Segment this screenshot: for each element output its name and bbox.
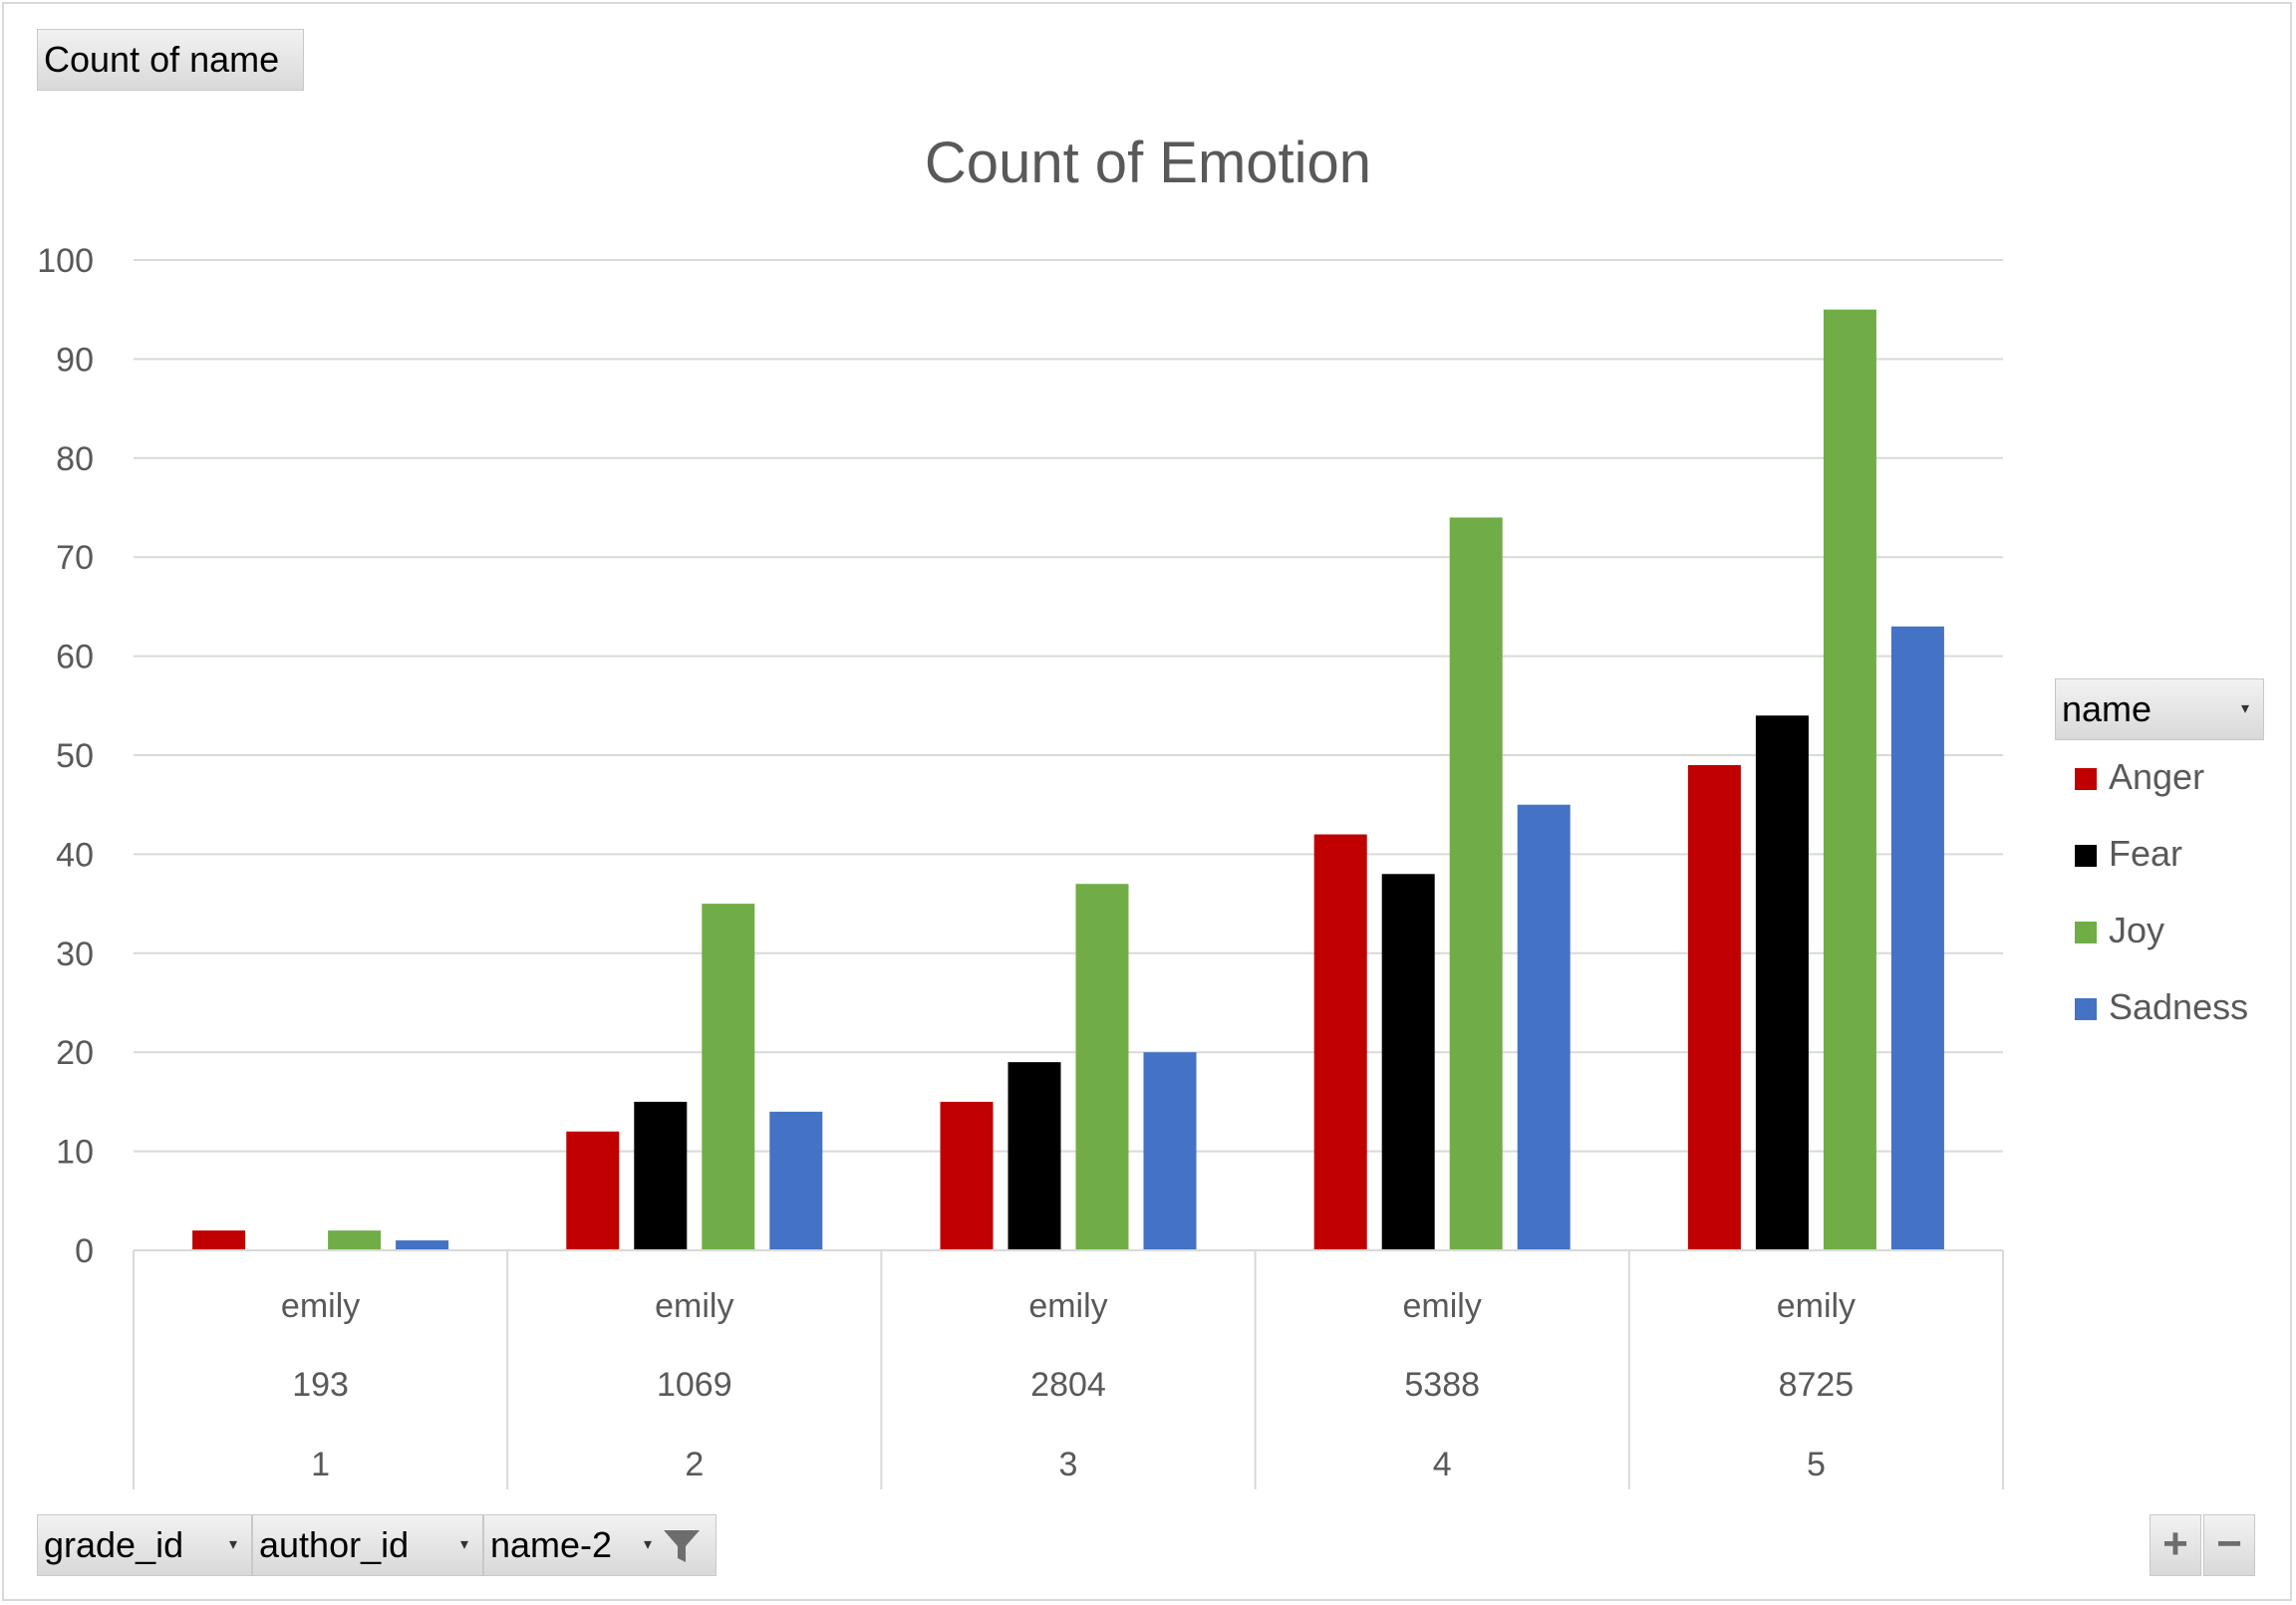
legend-label-joy: Joy (2109, 910, 2165, 950)
y-tick-label: 20 (56, 1034, 94, 1072)
y-tick-label: 0 (75, 1232, 94, 1270)
y-tick-label: 40 (56, 836, 94, 874)
name-2-field-button[interactable]: name-2 ▾ (483, 1514, 717, 1576)
legend-swatch-anger (2075, 768, 2097, 790)
category-author-id-label: 5388 (1404, 1366, 1480, 1404)
y-tick-label: 50 (56, 737, 94, 775)
bar-sadness (1143, 1052, 1197, 1250)
y-tick-label: 70 (56, 539, 94, 577)
legend-swatch-fear (2075, 845, 2097, 867)
category-name-label: emily (281, 1287, 360, 1325)
expand-field-button[interactable]: + (2150, 1514, 2201, 1576)
bar-fear (634, 1101, 688, 1250)
bar-anger (566, 1131, 620, 1250)
y-tick-label: 80 (56, 440, 94, 478)
dropdown-arrow-icon: ▾ (2240, 700, 2249, 717)
filter-icon (664, 1530, 700, 1562)
grade-id-field-label: grade_id (44, 1524, 184, 1565)
dropdown-arrow-icon: ▾ (228, 1536, 237, 1553)
category-grade-id-label: 5 (1807, 1446, 1826, 1483)
bar-sadness (1517, 804, 1571, 1250)
bar-joy (328, 1230, 382, 1250)
grade-id-field-button[interactable]: grade_id ▾ (37, 1514, 252, 1576)
category-author-id-label: 193 (292, 1366, 349, 1404)
category-grade-id-label: 2 (685, 1446, 704, 1483)
bar-fear (1381, 874, 1435, 1250)
legend-swatch-joy (2075, 922, 2097, 943)
legend-label-sadness: Sadness (2109, 986, 2249, 1027)
category-author-id-label: 1069 (657, 1366, 732, 1404)
bar-sadness (769, 1111, 823, 1250)
y-tick-label: 30 (56, 936, 94, 973)
category-name-label: emily (1777, 1287, 1856, 1325)
y-tick-label: 90 (56, 341, 94, 379)
y-tick-label: 60 (56, 639, 94, 676)
bar-fear (1755, 715, 1809, 1250)
category-name-label: emily (1403, 1287, 1482, 1325)
y-tick-label: 100 (37, 242, 94, 280)
legend-label-anger: Anger (2109, 756, 2205, 797)
chart-title: Count of Emotion (924, 131, 1372, 195)
bar-fear (1007, 1062, 1061, 1250)
legend-label-fear: Fear (2109, 833, 2183, 874)
report-filter-button[interactable]: Count of name (37, 29, 304, 91)
category-author-id-label: 2804 (1030, 1366, 1106, 1404)
legend-swatch-sadness (2075, 998, 2097, 1020)
category-author-id-label: 8725 (1779, 1366, 1855, 1404)
legend-field-label: name (2062, 688, 2152, 729)
category-name-label: emily (655, 1287, 733, 1325)
report-filter-label: Count of name (44, 39, 280, 80)
bar-anger (192, 1230, 246, 1250)
bar-anger (940, 1101, 994, 1250)
bar-sadness (396, 1240, 449, 1250)
category-grade-id-label: 1 (311, 1446, 330, 1483)
author-id-field-label: author_id (259, 1524, 410, 1565)
category-name-label: emily (1028, 1287, 1107, 1325)
bar-joy (1075, 884, 1129, 1250)
plus-icon: + (2162, 1519, 2188, 1568)
name-2-field-label: name-2 (490, 1524, 613, 1565)
author-id-field-button[interactable]: author_id ▾ (252, 1514, 483, 1576)
dropdown-arrow-icon: ▾ (459, 1536, 468, 1553)
bar-joy (702, 904, 755, 1250)
bar-anger (1313, 834, 1367, 1250)
bar-joy (1823, 309, 1876, 1250)
legend-field-button[interactable]: name ▾ (2055, 678, 2264, 740)
bar-anger (1687, 764, 1741, 1250)
y-tick-label: 10 (56, 1134, 94, 1172)
category-grade-id-label: 4 (1433, 1446, 1452, 1483)
category-grade-id-label: 3 (1059, 1446, 1078, 1483)
bar-sadness (1890, 626, 1944, 1250)
bar-joy (1449, 517, 1503, 1250)
minus-icon: − (2216, 1519, 2242, 1568)
dropdown-arrow-icon: ▾ (643, 1536, 652, 1553)
collapse-field-button[interactable]: − (2203, 1514, 2255, 1576)
